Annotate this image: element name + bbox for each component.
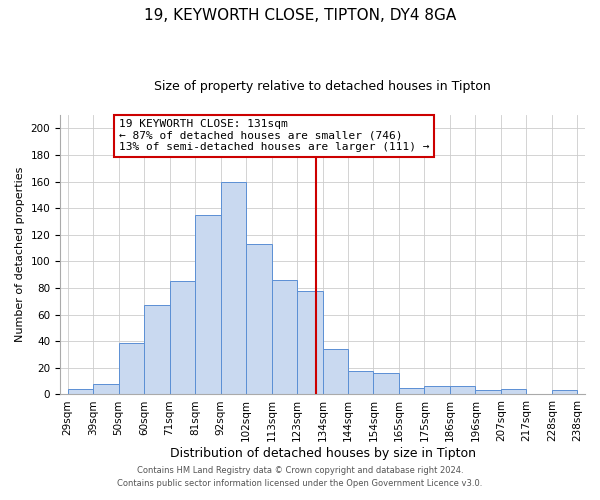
Bar (552, 390, 577, 394)
Bar (144, 306, 170, 394)
Text: 19 KEYWORTH CLOSE: 131sqm
← 87% of detached houses are smaller (746)
13% of semi: 19 KEYWORTH CLOSE: 131sqm ← 87% of detac… (119, 119, 429, 152)
Bar (246, 244, 272, 394)
Bar (93, 384, 119, 394)
Bar (119, 342, 144, 394)
Bar (475, 390, 501, 394)
Y-axis label: Number of detached properties: Number of detached properties (15, 167, 25, 342)
Bar (195, 215, 221, 394)
Bar (68, 389, 93, 394)
Title: Size of property relative to detached houses in Tipton: Size of property relative to detached ho… (154, 80, 491, 93)
Bar (501, 389, 526, 394)
Text: 19, KEYWORTH CLOSE, TIPTON, DY4 8GA: 19, KEYWORTH CLOSE, TIPTON, DY4 8GA (144, 8, 456, 22)
Text: Contains HM Land Registry data © Crown copyright and database right 2024.
Contai: Contains HM Land Registry data © Crown c… (118, 466, 482, 487)
X-axis label: Distribution of detached houses by size in Tipton: Distribution of detached houses by size … (170, 447, 476, 460)
Bar (399, 388, 424, 394)
Bar (170, 282, 195, 395)
Bar (348, 370, 373, 394)
Bar (221, 182, 246, 394)
Bar (450, 386, 475, 394)
Bar (424, 386, 450, 394)
Bar (272, 280, 297, 394)
Bar (323, 349, 348, 395)
Bar (373, 373, 399, 394)
Bar (297, 290, 323, 395)
